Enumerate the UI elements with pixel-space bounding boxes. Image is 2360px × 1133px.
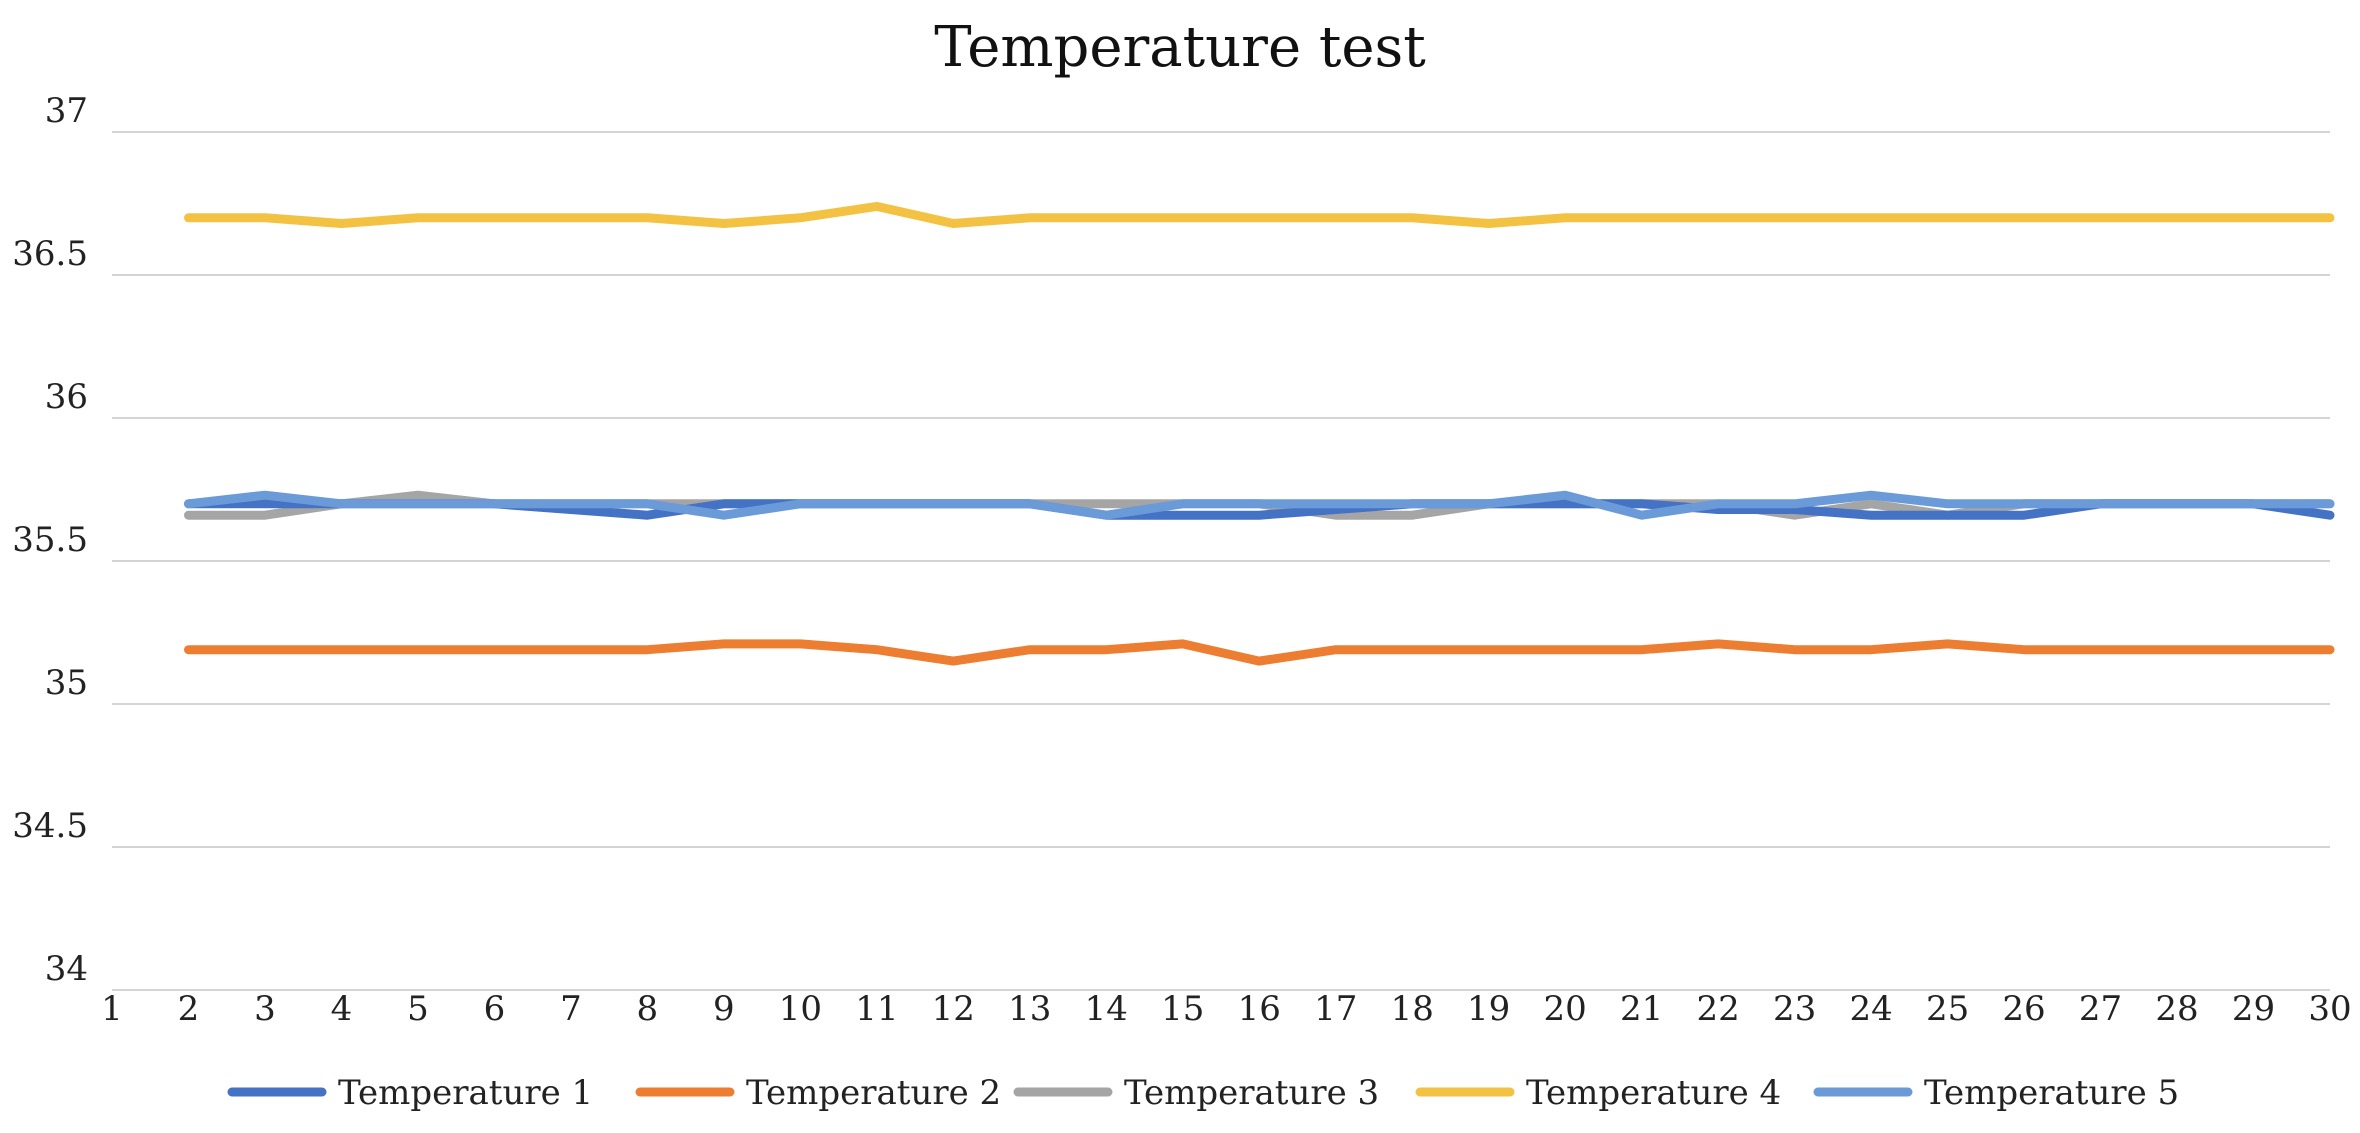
legend-label: Temperature 1 [338,1073,593,1113]
y-tick-label: 36 [45,377,88,417]
legend-label: Temperature 2 [746,1073,1001,1113]
x-tick-label: 27 [2079,989,2122,1029]
x-tick-label: 15 [1161,989,1204,1029]
legend: Temperature 1 Temperature 2 Temperature 3 T… [227,1073,2179,1113]
x-tick-label: 16 [1238,989,1281,1029]
x-tick-label: 11 [855,989,898,1029]
y-axis-tick-labels: 34 34.5 35 35.5 36 36.5 37 [12,91,88,989]
legend-label: Temperature 4 [1526,1073,1781,1113]
y-tick-label: 34.5 [12,806,88,846]
x-tick-label: 8 [637,989,659,1029]
y-tick-label: 37 [45,91,88,131]
x-tick-label: 22 [1697,989,1740,1029]
x-tick-label: 20 [1544,989,1587,1029]
x-tick-label: 26 [2002,989,2045,1029]
x-tick-label: 12 [932,989,975,1029]
x-tick-label: 6 [484,989,506,1029]
y-tick-label: 36.5 [12,234,88,274]
series-line-temperature-4 [184,201,2335,228]
x-tick-label: 25 [1926,989,1969,1029]
x-axis-tick-labels: 1 2 3 4 5 6 7 8 9 10 11 12 13 14 15 16 17 18 19 20 21 22 23 24 2… [101,989,2351,1029]
x-tick-label: 1 [101,989,123,1029]
x-tick-label: 24 [1849,989,1892,1029]
series-line-temperature-5 [184,490,2335,520]
x-tick-label: 9 [713,989,735,1029]
x-tick-label: 2 [178,989,200,1029]
x-tick-label: 5 [407,989,429,1029]
x-tick-label: 13 [1008,989,1051,1029]
gridlines [112,131,2330,991]
series-lines [184,201,2335,666]
x-tick-label: 17 [1314,989,1357,1029]
series-line-temperature-2 [184,639,2335,666]
x-tick-label: 14 [1085,989,1128,1029]
x-tick-label: 7 [560,989,582,1029]
x-tick-label: 10 [779,989,822,1029]
x-tick-label: 29 [2232,989,2275,1029]
x-tick-label: 23 [1773,989,1816,1029]
y-tick-label: 34 [45,949,88,989]
x-tick-label: 19 [1467,989,1510,1029]
x-tick-label: 3 [254,989,276,1029]
x-tick-label: 4 [331,989,353,1029]
y-tick-label: 35.5 [12,520,88,560]
x-tick-label: 18 [1391,989,1434,1029]
x-tick-label: 28 [2155,989,2198,1029]
chart-title: Temperature test [934,15,1426,80]
legend-label: Temperature 5 [1924,1073,2179,1113]
x-tick-label: 21 [1620,989,1663,1029]
legend-label: Temperature 3 [1124,1073,1379,1113]
x-tick-label: 30 [2308,989,2351,1029]
y-tick-label: 35 [45,663,88,703]
